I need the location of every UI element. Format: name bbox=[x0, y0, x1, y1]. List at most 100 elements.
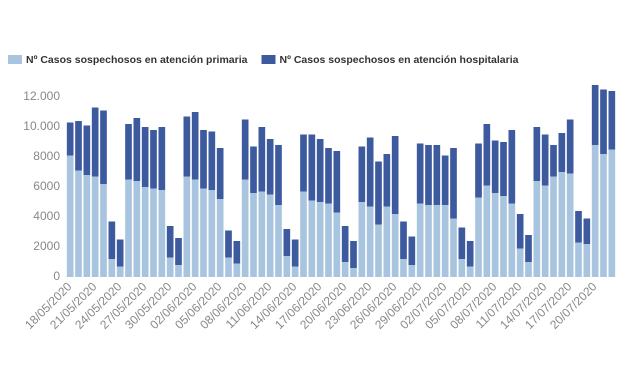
bar-segment bbox=[100, 110, 107, 184]
bar-segment bbox=[591, 145, 599, 277]
bar-segment bbox=[416, 143, 424, 204]
bar-segment bbox=[250, 146, 257, 193]
bar-segment bbox=[108, 259, 116, 277]
bar-segment bbox=[133, 181, 141, 277]
bar-segment bbox=[508, 130, 516, 204]
bar-segment bbox=[75, 170, 82, 277]
bar-segment bbox=[558, 133, 566, 172]
bar-segment bbox=[183, 116, 191, 177]
bar-segment bbox=[441, 155, 449, 205]
bar-segment bbox=[141, 127, 149, 187]
bar-segment bbox=[458, 227, 466, 259]
bar-segment bbox=[116, 266, 124, 277]
bar-segment bbox=[175, 238, 182, 265]
bar-segment bbox=[533, 127, 541, 181]
bar-segment bbox=[341, 262, 349, 277]
bar-segment bbox=[83, 175, 91, 277]
bar-segment bbox=[125, 124, 132, 180]
bar-segment bbox=[308, 134, 316, 201]
bar-segment bbox=[233, 241, 241, 264]
bar-segment bbox=[250, 193, 257, 277]
bar-segment bbox=[483, 185, 491, 277]
bar-segment bbox=[541, 134, 549, 186]
bar-segment bbox=[516, 214, 524, 249]
bar-segment bbox=[583, 218, 591, 244]
bar-segment bbox=[208, 131, 216, 190]
bar-segment bbox=[358, 146, 366, 202]
bar-segment bbox=[558, 172, 566, 277]
bar-segment bbox=[516, 248, 524, 277]
bar-segment bbox=[475, 143, 482, 198]
bar-segment bbox=[208, 190, 216, 277]
bar-segment bbox=[375, 224, 382, 277]
bar-segment bbox=[66, 122, 74, 156]
bar-segment bbox=[325, 148, 332, 204]
bar-segment bbox=[66, 155, 74, 277]
bar-segment bbox=[383, 206, 391, 277]
bar-segment bbox=[233, 263, 241, 277]
y-tick-label: 0 bbox=[53, 269, 60, 283]
bar-segment bbox=[91, 176, 99, 277]
bar-segment bbox=[600, 154, 607, 277]
bar-segment bbox=[608, 149, 616, 277]
bar-segment bbox=[408, 236, 416, 265]
bar-segment bbox=[400, 221, 407, 259]
bar-segment bbox=[575, 242, 582, 277]
bar-segment bbox=[191, 112, 199, 180]
bar-segment bbox=[225, 257, 232, 277]
bar-segment bbox=[116, 239, 124, 267]
legend-label: Nº Casos sospechosos en atención primari… bbox=[26, 54, 248, 66]
bar-segment bbox=[458, 259, 466, 277]
bar-segment bbox=[125, 179, 132, 277]
bar-segment bbox=[225, 230, 232, 258]
bar-segment bbox=[316, 202, 324, 277]
y-tick-label: 6000 bbox=[33, 179, 60, 193]
bar-segment bbox=[550, 176, 557, 277]
bar-segment bbox=[508, 203, 516, 277]
bar-segment bbox=[100, 184, 107, 277]
bar-segment bbox=[141, 187, 149, 277]
bar-segment bbox=[133, 118, 141, 181]
bar-segment bbox=[258, 191, 266, 277]
bar-segment bbox=[391, 136, 399, 214]
bar-segment bbox=[300, 191, 307, 277]
bar-segment bbox=[150, 130, 157, 189]
bar-segment bbox=[166, 257, 174, 277]
bar-segment bbox=[541, 185, 549, 277]
bar-segment bbox=[550, 145, 557, 177]
bar-segment bbox=[191, 179, 199, 277]
bar-segment bbox=[91, 107, 99, 177]
y-tick-label: 4000 bbox=[33, 209, 60, 223]
bar-segment bbox=[275, 145, 282, 205]
bar-segment bbox=[500, 142, 507, 196]
bar-segment bbox=[475, 197, 482, 277]
bar-segment bbox=[325, 203, 332, 277]
bar-segment bbox=[283, 229, 291, 256]
bar-segment bbox=[466, 241, 474, 267]
bar-segment bbox=[158, 127, 166, 190]
bar-segment bbox=[241, 179, 249, 277]
bar-segment bbox=[266, 194, 274, 277]
bar-segment bbox=[258, 127, 266, 192]
bar-segment bbox=[300, 134, 307, 192]
bar-segment bbox=[200, 130, 207, 189]
bar-segment bbox=[83, 125, 91, 175]
bar-segment bbox=[441, 205, 449, 277]
bar-segment bbox=[216, 199, 224, 277]
legend-swatch bbox=[261, 55, 276, 64]
y-tick-label: 8000 bbox=[33, 149, 60, 163]
bar-segment bbox=[491, 193, 499, 277]
bar-segment bbox=[175, 265, 182, 277]
bar-segment bbox=[341, 226, 349, 262]
bar-segment bbox=[491, 140, 499, 193]
bar-segment bbox=[158, 190, 166, 277]
bar-segment bbox=[166, 226, 174, 258]
bar-segment bbox=[400, 259, 407, 277]
bar-segment bbox=[183, 176, 191, 277]
bar-segment bbox=[291, 239, 299, 267]
bar-segment bbox=[583, 244, 591, 277]
bar-segment bbox=[525, 235, 532, 262]
bar-segment bbox=[533, 181, 541, 277]
bar-segment bbox=[391, 214, 399, 277]
